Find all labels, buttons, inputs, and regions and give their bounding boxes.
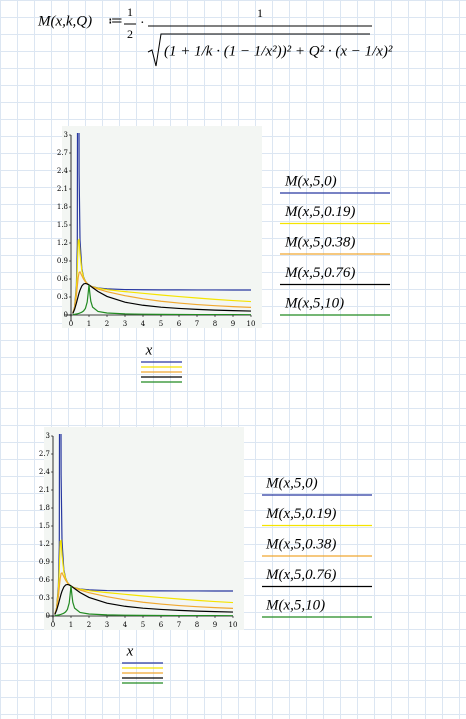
y-tick-label: 1.2	[39, 540, 50, 548]
legend-label: M(x,5,0)	[265, 475, 318, 491]
x-tick-label: 3	[105, 621, 109, 629]
y-tick-label: 0.6	[57, 275, 69, 283]
x-tick-label: 10	[229, 621, 238, 629]
y-tick-label: 2.1	[39, 486, 50, 494]
x-tick-label: 6	[177, 320, 182, 328]
y-tick-label: 2.4	[57, 167, 69, 175]
y-tick-label: 0.3	[39, 594, 50, 602]
x-tick-label: 5	[141, 621, 145, 629]
legend-label: M(x,5,0.38)	[284, 234, 355, 250]
y-tick-label: 3	[46, 432, 50, 440]
y-tick-label: 2.7	[57, 149, 68, 157]
y-tick-label: 2.7	[39, 450, 50, 458]
plot-background	[44, 427, 244, 630]
legend-label: M(x,5,0.76)	[265, 567, 336, 583]
plot-background	[62, 126, 262, 328]
legend-label: M(x,5,10)	[265, 597, 325, 613]
formula-den: (1 + 1/k · (1 − 1/x²))² + Q² · (x − 1/x)…	[164, 43, 393, 59]
legend-label: M(x,5,0.76)	[284, 265, 355, 281]
series-line	[72, 284, 252, 315]
x-tick-label: 7	[195, 320, 199, 328]
x-tick-label: 8	[213, 320, 217, 328]
y-tick-label: 0.9	[39, 558, 50, 566]
y-tick-label: 1.5	[39, 522, 50, 530]
legend-label: M(x,5,0.38)	[265, 536, 336, 552]
series-line	[54, 585, 234, 616]
series-group	[72, 133, 252, 315]
x-tick-label: 6	[159, 621, 164, 629]
chart: 0 0.3 0.6 0.9 1.2 1.5 1.8 2.1 2.4 2.7 3 0 1 2 3 4 5 6 7 8 9 1…	[39, 427, 372, 684]
x-tick-label: 2	[87, 621, 91, 629]
y-tick-label: 0.9	[57, 257, 68, 265]
legend-label: M(x,5,0.19)	[265, 506, 336, 522]
sqrt-sign	[147, 33, 370, 67]
x-tick-label: 0	[69, 320, 73, 328]
x-tick-label: 9	[213, 621, 217, 629]
formula-half-den: 2	[127, 27, 133, 41]
formula-half-num: 1	[127, 5, 133, 19]
x-tick-label: 3	[123, 320, 127, 328]
y-tick-label: 1.5	[57, 221, 68, 229]
formula-lhs: M(x,k,Q)	[37, 13, 92, 29]
series-group	[54, 434, 234, 616]
formula-assign: ≔	[108, 13, 123, 29]
y-tick-label: 0.6	[39, 576, 51, 584]
legend-label: M(x,5,0.19)	[284, 204, 355, 220]
x-tick-label: 5	[159, 320, 163, 328]
legend-label: M(x,5,10)	[284, 295, 344, 311]
x-tick-label: 2	[105, 320, 109, 328]
x-tick-label: 4	[123, 621, 128, 629]
y-tick-label: 1.2	[57, 239, 68, 247]
y-tick-label: 3	[64, 131, 68, 139]
y-tick-label: 2.1	[57, 185, 68, 193]
x-tick-label: 1	[87, 320, 91, 328]
y-tick-label: 0	[64, 311, 68, 319]
formula-num: 1	[257, 6, 263, 20]
x-tick-label: 8	[195, 621, 199, 629]
x-tick-label: 0	[51, 621, 55, 629]
y-tick-label: 2.4	[39, 468, 51, 476]
legend-label: M(x,5,0)	[284, 173, 337, 189]
x-tick-label: 9	[231, 320, 235, 328]
y-tick-label: 1.8	[57, 203, 68, 211]
y-tick-label: 1.8	[39, 504, 50, 512]
x-tick-label: 1	[69, 621, 73, 629]
formula-dot: ·	[140, 16, 145, 31]
y-tick-label: 0	[46, 612, 50, 620]
x-tick-label: 7	[177, 621, 181, 629]
y-tick-label: 0.3	[57, 293, 68, 301]
chart: 0 0.3 0.6 0.9 1.2 1.5 1.8 2.1 2.4 2.7 3 0 1 2 3 4 5 6 7 8 9 1…	[57, 126, 390, 383]
x-tick-label: 4	[141, 320, 146, 328]
x-axis-label: x	[126, 643, 134, 659]
x-axis-label: x	[145, 342, 153, 358]
x-tick-label: 10	[247, 320, 256, 328]
